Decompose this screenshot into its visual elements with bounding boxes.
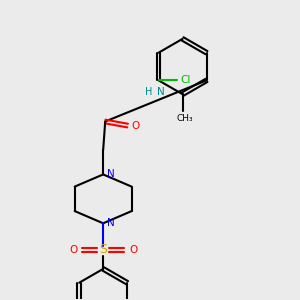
- Text: CH₃: CH₃: [176, 114, 193, 123]
- Text: S: S: [99, 243, 107, 256]
- Text: N: N: [107, 169, 115, 179]
- Text: N: N: [157, 87, 165, 97]
- Text: N: N: [107, 218, 115, 228]
- Text: O: O: [129, 245, 137, 255]
- Text: O: O: [132, 121, 140, 130]
- Text: O: O: [69, 245, 77, 255]
- Text: Cl: Cl: [181, 75, 191, 85]
- Text: H: H: [145, 87, 153, 97]
